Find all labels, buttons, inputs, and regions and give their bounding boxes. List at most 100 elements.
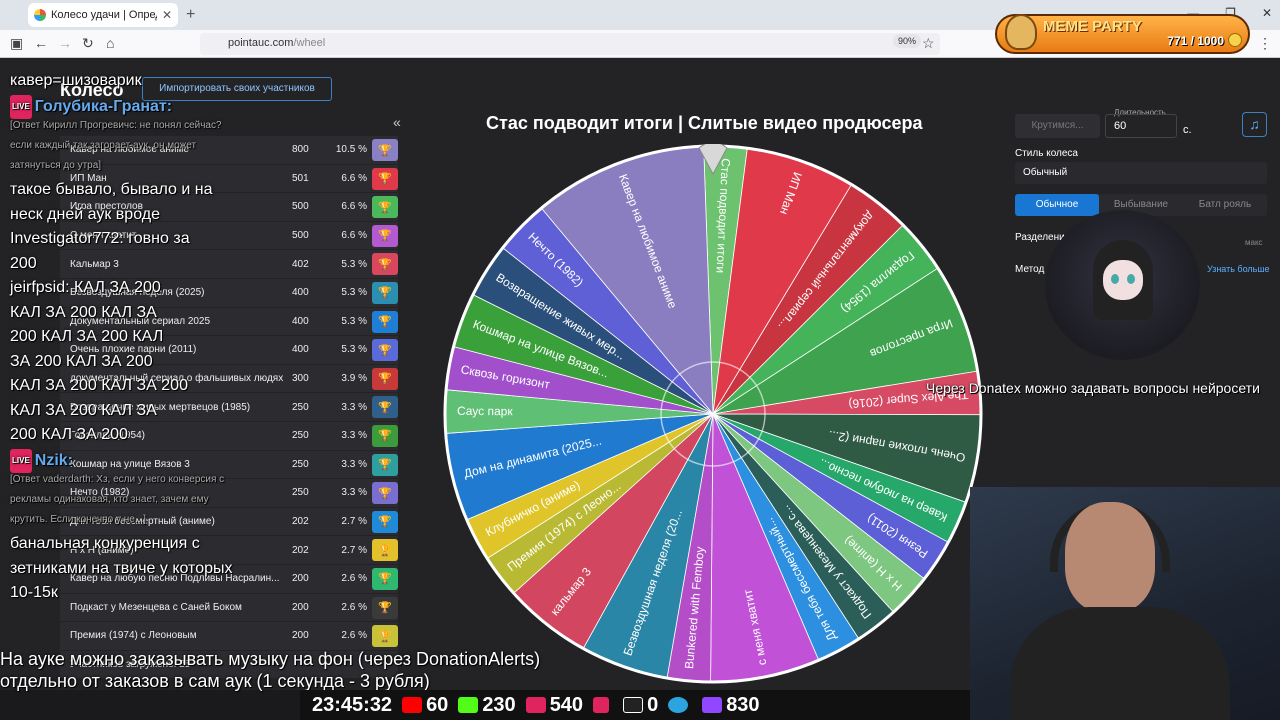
cup-icon[interactable]: 🏆 [372,367,398,390]
music-note-icon[interactable]: ♫ [1242,112,1267,137]
wheel-style-select[interactable]: Обычный [1015,162,1267,184]
twitch-count: 830 [726,693,760,716]
participant-amount: 300 [292,373,309,385]
participant-row[interactable]: Кавер на любимое аниме 800 10.5 % 🏆 [60,136,398,165]
wheel-heading: Стас подводит итоги | Слитые видео продю… [486,113,923,133]
participant-row[interactable]: ИП Ман 501 6.6 % 🏆 [60,164,398,194]
spin-button[interactable]: Крутимся... [1015,114,1100,138]
cup-icon[interactable]: 🏆 [372,253,398,276]
participant-row[interactable]: Для тебя бессмертный (аниме) 202 2.7 % 🏆 [60,507,398,537]
participant-row[interactable]: Кавер на любую песню Подливы Насралин...… [60,564,398,594]
participant-name: Кавер на любую песню Подливы Насралин... [70,573,280,585]
cup-icon[interactable]: 🏆 [372,567,398,590]
meme-party-score: 771 / 1000 [1167,34,1224,48]
mode-tabs: Обычное Выбывание Батл рояль [1015,194,1267,216]
participant-row[interactable]: Игра престолов 500 6.6 % 🏆 [60,193,398,222]
participant-amount: 402 [292,258,309,270]
tab-normal[interactable]: Обычное [1015,194,1099,216]
collapse-panel-icon[interactable]: « [393,114,401,130]
browser-tab[interactable]: Колесо удачи | Определите п ✕ [28,3,178,27]
bookmark-star-icon[interactable]: ☆ [922,35,935,51]
participant-row[interactable]: Премия (1974) с Леоновым 200 2.6 % 🏆 [60,622,398,651]
cup-icon[interactable]: 🏆 [372,196,398,219]
participant-name: Нечто (1982) [70,487,130,499]
participant-name: Премия (1974) с Леоновым [70,630,197,642]
cup-icon[interactable]: 🏆 [372,453,398,476]
participant-row[interactable]: С меня хватит 500 6.6 % 🏆 [60,221,398,251]
cup-icon[interactable]: 🏆 [372,539,398,562]
zoom-indicator[interactable]: 90% [893,34,922,48]
close-window-icon[interactable]: ✕ [1261,6,1272,20]
participant-percent: 2.6 % [341,601,367,613]
maximize-icon[interactable]: ❐ [1225,6,1236,20]
participant-percent: 3.3 % [341,401,367,413]
vk-live-icon [525,697,546,714]
address-bar[interactable]: pointauc.com/wheel [200,33,940,55]
sidebar-toggle-icon[interactable]: ▣ [10,35,24,51]
clock: 23:45:32 [312,693,393,716]
participant-amount: 400 [292,287,309,299]
cup-icon[interactable]: 🏆 [372,482,398,505]
participant-percent: 5.3 % [341,315,367,327]
participant-name: Участников загружено: 25 [70,658,191,670]
participant-row[interactable]: Участников загружено: 25 [60,650,398,680]
cup-icon[interactable]: 🏆 [372,167,398,190]
wheel-style-label: Стиль колеса [1015,148,1078,159]
wheel-pointer-icon [698,144,728,176]
cup-icon[interactable]: 🏆 [372,224,398,247]
participant-row[interactable]: Н х Н (аниме) 202 2.7 % 🏆 [60,536,398,565]
participant-row[interactable]: документальный сериал о фальшивых людях 3… [60,364,398,394]
participant-row[interactable]: Кошмар на улице Вязов 3 250 3.3 % 🏆 [60,450,398,480]
cup-icon[interactable]: 🏆 [372,396,398,419]
duration-input[interactable]: 60 [1105,114,1177,138]
cup-icon[interactable]: 🏆 [372,339,398,362]
duration-label: Длительность [1114,108,1166,117]
participant-row[interactable]: Безвоздушная неделя (2025) 400 5.3 % 🏆 [60,278,398,308]
participant-row[interactable]: Подкаст у Мезенцева с Саней Боком 200 2.6 … [60,593,398,623]
cup-icon[interactable]: 🏆 [372,281,398,304]
participant-amount: 500 [292,230,309,242]
participant-percent: 3.9 % [341,373,367,385]
participant-row[interactable]: Очень плохие парни (2011) 400 5.3 % 🏆 [60,336,398,365]
reload-icon[interactable]: ↻ [82,35,94,51]
cup-icon[interactable]: 🏆 [372,310,398,333]
participant-row[interactable]: Нечто (1982) 250 3.3 % 🏆 [60,479,398,508]
participants-list: Кавер на любимое аниме 800 10.5 % 🏆 ИП Ман 50… [60,136,398,680]
participant-amount: 250 [292,401,309,413]
participant-amount: 202 [292,544,309,556]
participant-amount: 800 [292,144,309,156]
participant-row[interactable]: Возвращение живых мертвецов (1985) 250 3.3… [60,393,398,422]
forward-icon[interactable]: → [58,35,72,51]
menu-icon[interactable]: ⋮ [1258,35,1272,51]
rutube-icon [623,697,644,714]
bottom-ticker: На ауке можно заказывать музыку на фон (… [0,648,540,692]
tab-elimination[interactable]: Выбывание [1113,199,1169,210]
participant-row[interactable]: Документальный сериал 2025 400 5.3 % 🏆 [60,307,398,337]
import-participants-button[interactable]: Импортировать своих участников [142,77,332,101]
duration-unit: с. [1183,124,1192,136]
participant-amount: 200 [292,630,309,642]
cup-icon[interactable]: 🏆 [372,625,398,648]
cup-icon[interactable]: 🏆 [372,510,398,533]
kick-icon [458,697,479,714]
back-icon[interactable]: ← [34,35,48,51]
participant-row[interactable]: Кальмар 3 402 5.3 % 🏆 [60,250,398,279]
participant-percent: 3.3 % [341,487,367,499]
participant-amount: 200 [292,601,309,613]
learn-more-link[interactable]: Узнать больше [1207,264,1270,274]
meme-party-title: MEME PARTY [1043,18,1142,35]
ticker-line-2: отдельно от заказов в сам аук (1 секунда… [0,671,430,691]
tab-battle-royale[interactable]: Батл рояль [1198,199,1252,210]
fortune-wheel[interactable]: Стас подводит итоги ИП Мандокументальный … [443,144,983,684]
participant-row[interactable]: Годзилла (1954) 250 3.3 % 🏆 [60,421,398,451]
close-tab-icon[interactable]: ✕ [161,8,172,22]
new-tab-icon[interactable]: + [186,6,196,23]
cup-icon[interactable]: 🏆 [372,139,398,161]
participant-name: Подкаст у Мезенцева с Саней Боком [70,601,242,613]
home-icon[interactable]: ⌂ [106,35,115,51]
cup-icon[interactable]: 🏆 [372,596,398,619]
participant-name: Кальмар 3 [70,258,119,270]
cup-icon[interactable]: 🏆 [372,424,398,447]
youtube-icon [402,697,423,714]
rutube-count: 0 [647,693,659,716]
